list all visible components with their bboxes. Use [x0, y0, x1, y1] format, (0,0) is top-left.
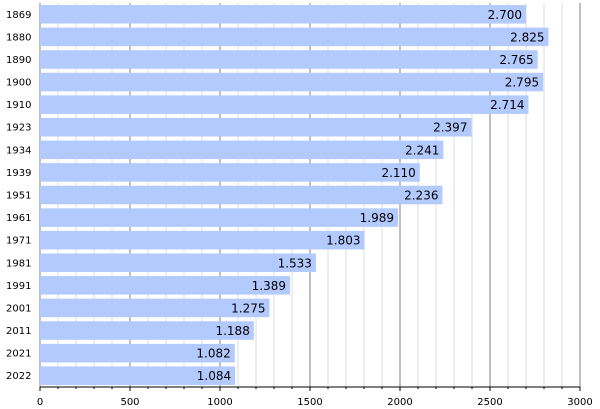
category-label-1900: 1900 — [6, 78, 31, 89]
bar-2022 — [40, 366, 236, 385]
value-label-1934: 2.241 — [405, 143, 439, 157]
category-label-2022: 2022 — [6, 371, 31, 382]
category-label-1880: 1880 — [6, 32, 31, 43]
category-label-2011: 2011 — [6, 326, 31, 337]
x-tick-label-0: 0 — [37, 397, 43, 408]
bar-1961 — [40, 208, 399, 227]
value-label-2021: 1.082 — [196, 347, 230, 361]
bar-1900 — [40, 72, 544, 92]
value-label-1880: 2.825 — [510, 30, 544, 44]
bar-1971 — [40, 230, 365, 250]
category-label-1869: 1869 — [6, 10, 31, 21]
category-label-1939: 1939 — [6, 168, 31, 179]
value-label-1961: 1.989 — [360, 211, 394, 225]
x-tick-label-2000: 2000 — [387, 397, 412, 408]
category-label-1923: 1923 — [6, 123, 31, 134]
category-label-1890: 1890 — [6, 55, 31, 66]
value-label-2022: 1.084 — [197, 369, 231, 383]
category-label-1991: 1991 — [6, 281, 31, 292]
value-label-1890: 2.765 — [499, 53, 533, 67]
bar-1981 — [40, 253, 316, 273]
category-label-1981: 1981 — [6, 258, 31, 269]
bar-1880 — [40, 27, 549, 47]
category-label-2001: 2001 — [6, 303, 31, 314]
value-label-1951: 2.236 — [404, 189, 438, 203]
bar-1934 — [40, 140, 444, 160]
bar-1869 — [40, 5, 526, 24]
value-label-1923: 2.397 — [433, 121, 467, 135]
x-axis: 0 500 1000 1500 2000 2500 3000 — [37, 386, 593, 408]
value-label-2011: 1.188 — [215, 324, 249, 338]
category-label-1971: 1971 — [6, 236, 31, 247]
category-label-2021: 2021 — [6, 349, 31, 360]
bar-2021 — [40, 343, 235, 363]
bar-1991 — [40, 276, 291, 295]
category-label-1961: 1961 — [6, 213, 31, 224]
bar-2011 — [40, 321, 254, 340]
labels: 1869 2.700 1880 2.825 1890 2.765 1900 2.795 1910… — [6, 8, 545, 383]
bar-2001 — [40, 298, 270, 318]
value-label-1910: 2.714 — [490, 98, 524, 112]
category-label-1951: 1951 — [6, 191, 31, 202]
bar-1910 — [40, 95, 529, 114]
category-label-1934: 1934 — [6, 145, 31, 156]
value-label-2001: 1.275 — [231, 301, 265, 315]
x-tick-label-3000: 3000 — [567, 397, 592, 408]
value-label-1869: 2.700 — [488, 8, 522, 22]
value-label-1971: 1.803 — [326, 234, 360, 248]
value-label-1900: 2.795 — [505, 76, 539, 90]
value-label-1939: 2.110 — [381, 166, 415, 180]
bar-1939 — [40, 163, 420, 182]
bar-1890 — [40, 50, 538, 69]
bar-1951 — [40, 185, 443, 205]
category-label-1910: 1910 — [6, 100, 31, 111]
x-tick-label-2500: 2500 — [477, 397, 502, 408]
value-label-1981: 1.533 — [278, 256, 312, 270]
x-tick-label-1500: 1500 — [297, 397, 322, 408]
x-tick-label-1000: 1000 — [207, 397, 232, 408]
value-label-1991: 1.389 — [252, 279, 286, 293]
bar-1923 — [40, 117, 472, 137]
bars — [40, 5, 549, 385]
x-tick-label-500: 500 — [120, 397, 139, 408]
